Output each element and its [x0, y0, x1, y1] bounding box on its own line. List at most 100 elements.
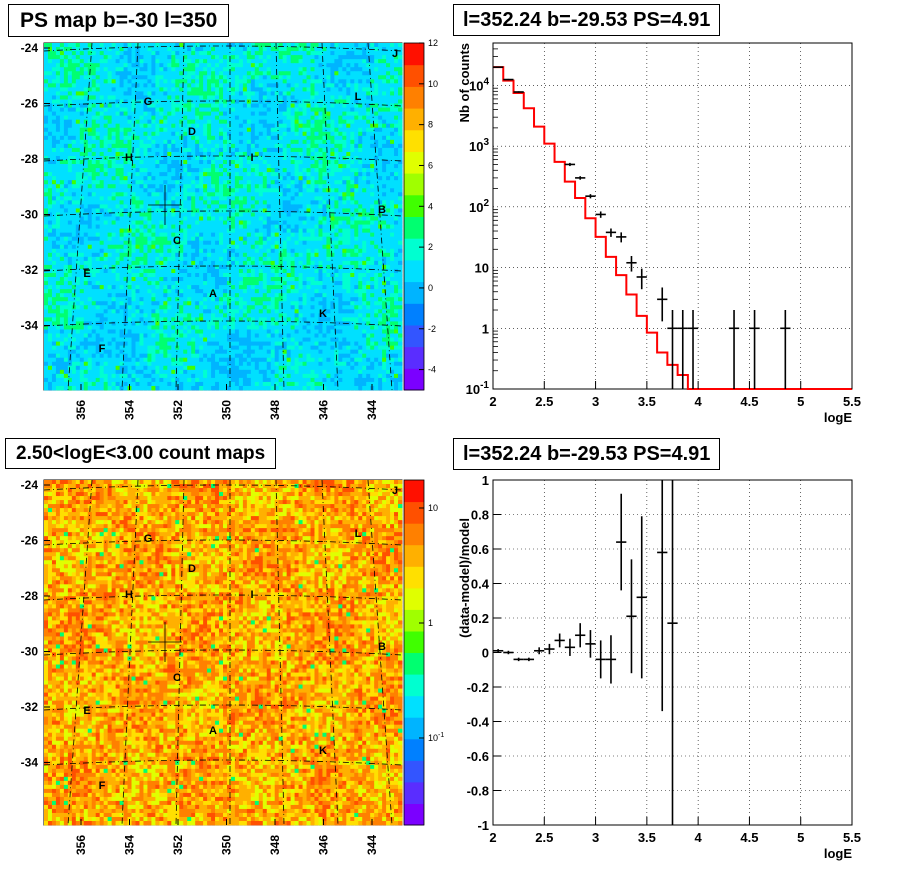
map-pixel — [115, 212, 120, 217]
map-pixel — [262, 87, 268, 92]
map-pixel — [310, 59, 315, 64]
map-pixel — [187, 139, 192, 145]
map-pixel — [107, 67, 113, 72]
map-pixel — [226, 47, 232, 52]
map-pixel — [175, 188, 180, 193]
map-pixel — [199, 91, 204, 96]
map-pixel — [155, 79, 160, 84]
map-pixel — [274, 204, 280, 209]
map-pixel — [47, 143, 53, 149]
map-pixel — [394, 99, 399, 104]
map-pixel — [234, 47, 240, 52]
map-pixel — [67, 252, 73, 258]
map-pixel — [147, 224, 152, 229]
map-pixel — [223, 168, 228, 173]
map-pixel — [386, 95, 391, 100]
map-pixel — [183, 208, 188, 213]
map-pixel — [358, 256, 363, 262]
map-pixel — [294, 260, 299, 266]
map-pixel — [270, 236, 276, 242]
map-pixel — [358, 115, 363, 121]
map-pixel — [83, 236, 89, 242]
map-pixel — [99, 75, 105, 80]
map-pixel — [398, 111, 403, 117]
map-pixel — [115, 164, 120, 169]
map-pixel — [75, 228, 81, 234]
map-pixel — [71, 143, 77, 149]
map-pixel — [75, 151, 81, 157]
map-pixel — [390, 244, 395, 250]
map-pixel — [298, 184, 303, 189]
map-pixel — [250, 75, 256, 80]
map-pixel — [131, 95, 136, 100]
map-pixel — [95, 256, 101, 262]
map-pixel — [171, 260, 176, 266]
map-pixel — [262, 51, 268, 56]
map-pixel — [123, 143, 128, 149]
map-pixel — [115, 139, 120, 145]
map-pixel — [294, 103, 299, 108]
map-pixel — [322, 224, 327, 229]
map-pixel — [230, 95, 236, 100]
map-pixel — [155, 131, 160, 137]
map-pixel — [342, 59, 347, 64]
map-pixel — [55, 75, 61, 80]
map-pixel — [55, 155, 61, 161]
map-pixel — [270, 127, 276, 133]
map-pixel — [151, 208, 156, 213]
map-pixel — [310, 168, 315, 173]
map-pixel — [306, 155, 311, 161]
map-pixel — [302, 176, 307, 181]
map-pixel — [226, 75, 232, 80]
map-pixel — [358, 147, 363, 153]
map-pixel — [115, 155, 120, 161]
map-pixel — [95, 252, 101, 258]
map-pixel — [79, 224, 85, 229]
map-pixel — [382, 236, 387, 242]
map-pixel — [75, 192, 81, 197]
map-pixel — [366, 63, 371, 68]
map-pixel — [378, 164, 383, 169]
map-pixel — [119, 240, 124, 246]
map-pixel — [342, 220, 347, 225]
map-pixel — [95, 83, 101, 88]
map-pixel — [286, 107, 292, 112]
map-pixel — [215, 63, 220, 68]
map-pixel — [318, 260, 323, 266]
map-pixel — [215, 55, 220, 60]
map-pixel — [207, 228, 212, 234]
map-pixel — [211, 180, 216, 185]
map-pixel — [246, 240, 252, 246]
map-pixel — [346, 135, 351, 141]
map-pixel — [71, 63, 77, 68]
map-pixel — [226, 107, 232, 112]
map-pixel — [171, 208, 176, 213]
map-pixel — [230, 43, 236, 48]
map-pixel — [87, 188, 93, 193]
map-pixel — [151, 224, 156, 229]
map-pixel — [230, 244, 236, 250]
map-pixel — [163, 67, 168, 72]
map-pixel — [286, 240, 292, 246]
map-pixel — [59, 95, 65, 100]
map-pixel — [183, 47, 188, 52]
map-pixel — [131, 212, 136, 217]
map-pixel — [91, 160, 97, 165]
map-pixel — [318, 79, 323, 84]
map-pixel — [195, 260, 200, 266]
map-pixel — [378, 59, 383, 64]
map-pixel — [51, 244, 57, 250]
map-pixel — [51, 59, 57, 64]
map-pixel — [167, 115, 172, 121]
map-pixel — [242, 131, 248, 137]
map-pixel — [398, 79, 403, 84]
map-pixel — [258, 63, 264, 68]
map-pixel — [358, 184, 363, 189]
map-pixel — [95, 151, 101, 157]
map-pixel — [258, 47, 264, 52]
map-pixel — [350, 220, 355, 225]
map-pixel — [135, 244, 140, 250]
map-pixel — [115, 71, 120, 76]
map-pixel — [195, 95, 200, 100]
map-pixel — [203, 260, 208, 266]
